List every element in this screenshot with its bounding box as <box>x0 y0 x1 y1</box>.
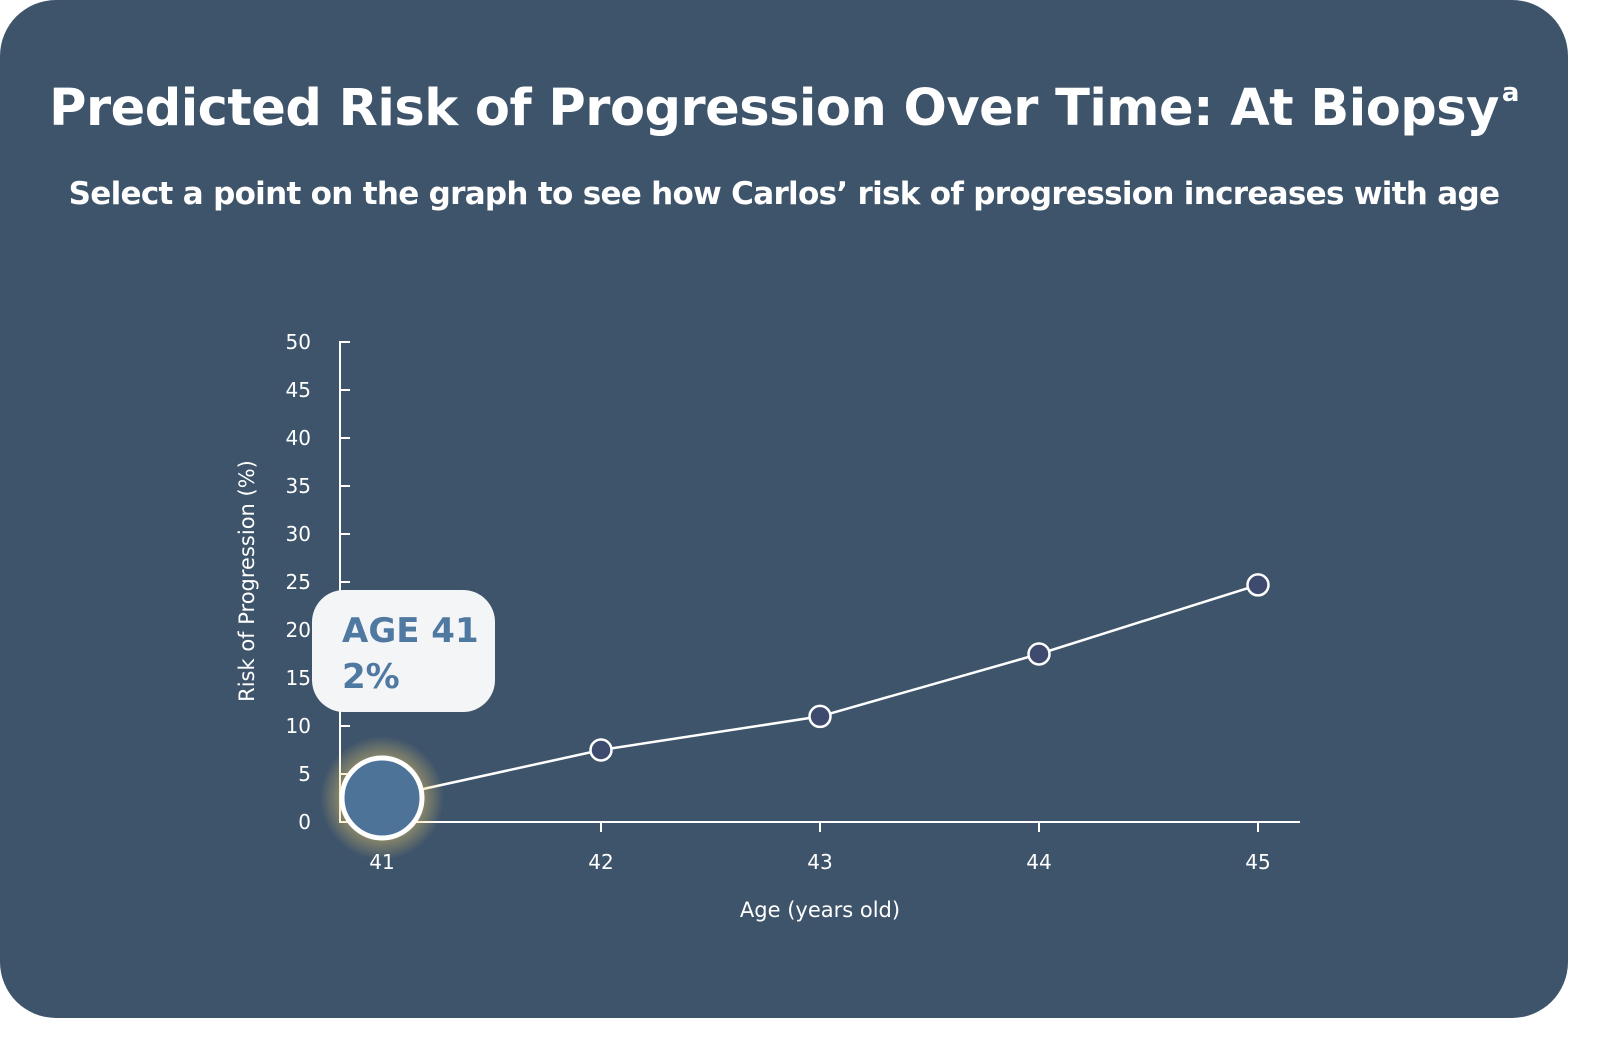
chart-series-line <box>381 583 1259 800</box>
series-line <box>381 583 1259 800</box>
x-axis-title: Age (years old) <box>740 898 900 922</box>
y-tick-label: 40 <box>286 426 311 450</box>
chart-title: Predicted Risk of Progression Over Time:… <box>0 78 1568 138</box>
tooltip-age-label: AGE 41 <box>342 611 479 651</box>
data-point[interactable] <box>589 738 613 762</box>
y-tick-label: 35 <box>286 474 311 498</box>
x-tick-label: 43 <box>807 850 832 874</box>
x-tick-label: 42 <box>588 850 613 874</box>
y-tick-label: 20 <box>286 618 311 642</box>
title-footnote-marker: a <box>1501 78 1520 108</box>
chart-subtitle: Select a point on the graph to see how C… <box>68 176 1500 212</box>
y-tick-label: 15 <box>286 666 311 690</box>
y-tick-label: 25 <box>286 570 311 594</box>
y-tick-label: 5 <box>298 762 311 786</box>
y-tick-label: 0 <box>298 810 311 834</box>
data-point[interactable] <box>1027 642 1051 666</box>
x-tick-label: 41 <box>369 850 394 874</box>
data-point[interactable] <box>1246 573 1270 597</box>
tooltip-risk-value: 2% <box>342 657 400 697</box>
selected-point-tooltip: AGE 41 2% <box>312 590 495 712</box>
data-point-selected[interactable] <box>339 755 425 841</box>
chart-data-points <box>320 573 1270 860</box>
chart-card: Predicted Risk of Progression Over Time:… <box>0 0 1568 1018</box>
data-point[interactable] <box>808 704 832 729</box>
chart-axes <box>339 341 1300 832</box>
y-axis-title: Risk of Progression (%) <box>235 460 259 702</box>
y-tick-label: 10 <box>286 714 311 738</box>
x-tick-label: 45 <box>1245 850 1270 874</box>
y-tick-label: 30 <box>286 522 311 546</box>
y-tick-label: 50 <box>286 330 311 354</box>
x-tick-label: 44 <box>1026 850 1051 874</box>
y-tick-label: 45 <box>286 378 311 402</box>
chart-title-text: Predicted Risk of Progression Over Time:… <box>49 79 1499 138</box>
chart-axis-labels: 0 5 10 15 20 25 30 35 40 45 50 41 42 43 44 45 Age (years… <box>235 330 1271 922</box>
